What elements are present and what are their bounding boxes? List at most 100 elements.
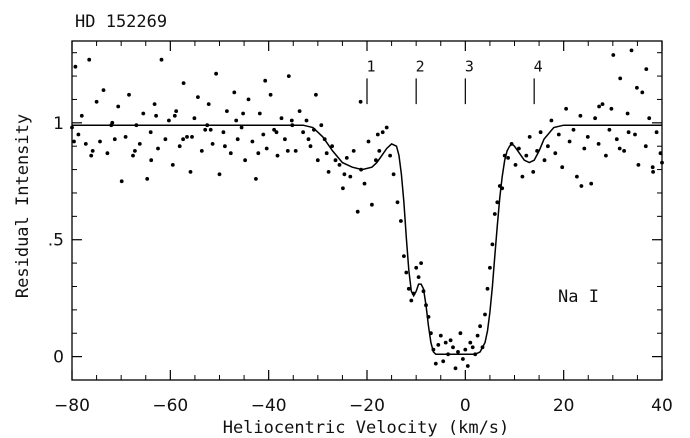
data-point	[419, 261, 423, 265]
data-point	[531, 170, 536, 174]
data-point	[483, 312, 487, 317]
data-point	[286, 74, 291, 78]
data-point	[513, 163, 518, 167]
data-point	[485, 286, 490, 291]
data-point	[119, 179, 124, 184]
data-point	[324, 151, 329, 156]
data-point	[351, 149, 356, 153]
data-point	[181, 81, 186, 85]
data-point	[633, 132, 637, 137]
data-point	[524, 153, 529, 158]
data-point	[622, 149, 626, 153]
data-point	[210, 142, 215, 146]
data-point	[243, 158, 248, 163]
data-point	[478, 324, 482, 329]
data-point	[123, 135, 128, 139]
data-point	[416, 275, 421, 279]
data-point	[196, 95, 200, 99]
data-point	[306, 137, 311, 142]
data-point	[470, 345, 475, 350]
data-point	[214, 71, 219, 76]
x-tick-label: −80	[54, 396, 90, 416]
x-tick-label: 0	[460, 396, 471, 416]
data-point	[391, 172, 396, 177]
data-point	[159, 57, 164, 62]
data-point	[651, 170, 655, 174]
component-markers: 1 2 3 4	[366, 57, 543, 105]
data-point	[441, 359, 446, 364]
x-tick-label: −40	[251, 396, 287, 416]
data-point	[596, 142, 601, 146]
data-point	[217, 172, 222, 177]
data-point	[600, 102, 605, 106]
data-point	[148, 130, 153, 135]
data-point	[293, 149, 298, 153]
data-point	[112, 137, 117, 142]
data-point	[199, 149, 204, 153]
data-point	[333, 158, 338, 163]
data-point	[116, 104, 121, 109]
data-point	[553, 151, 558, 156]
data-point	[604, 153, 608, 158]
data-point	[263, 78, 268, 83]
data-point	[228, 151, 233, 156]
data-point	[279, 116, 284, 121]
data-point	[618, 76, 623, 81]
plot-frame	[71, 40, 663, 381]
data-point	[456, 350, 460, 354]
data-point	[597, 104, 601, 109]
component-label-3: 3	[465, 57, 474, 75]
data-point	[89, 153, 94, 158]
data-point	[625, 111, 630, 116]
data-point	[475, 333, 480, 338]
data-point	[156, 146, 160, 151]
data-point	[636, 163, 641, 167]
data-point	[490, 242, 495, 247]
data-point	[461, 357, 465, 361]
data-point	[414, 265, 419, 270]
data-point	[375, 132, 380, 137]
y-tick-label: 0	[53, 348, 64, 368]
data-point	[556, 132, 561, 137]
data-point	[289, 118, 294, 123]
data-point	[73, 64, 78, 69]
data-point	[274, 130, 279, 135]
data-point	[341, 186, 345, 191]
data-point	[542, 158, 547, 163]
data-point	[256, 151, 261, 156]
data-point	[154, 113, 159, 118]
data-point	[344, 156, 349, 160]
data-point	[145, 177, 150, 181]
annotation-na-i: Na I	[558, 287, 599, 307]
data-point	[348, 174, 353, 179]
y-tick-label: 1	[53, 114, 64, 134]
data-point	[105, 151, 110, 156]
data-point	[250, 139, 255, 144]
data-point	[285, 149, 290, 153]
data-point	[94, 99, 99, 104]
data-point	[315, 158, 320, 163]
fit-line	[72, 124, 662, 356]
data-point	[495, 200, 500, 205]
data-point	[654, 130, 659, 135]
data-point	[308, 144, 313, 149]
data-point	[538, 130, 543, 135]
data-point	[402, 254, 406, 258]
data-point	[409, 298, 414, 303]
data-point	[647, 116, 652, 121]
data-point	[468, 340, 473, 345]
data-point	[546, 144, 550, 149]
data-point	[297, 109, 302, 113]
data-point	[152, 102, 157, 106]
data-point	[458, 331, 463, 336]
x-axis-label: Heliocentric Velocity (km/s)	[223, 418, 510, 438]
axis-ticks: −80 −60 −40 −20 0 20 40 0 .5 1	[48, 41, 673, 416]
data-point	[83, 142, 88, 146]
data-point	[644, 67, 649, 71]
data-point	[395, 200, 400, 205]
data-point	[87, 57, 92, 62]
data-point	[319, 123, 324, 128]
data-point	[208, 127, 213, 132]
data-point	[617, 146, 622, 151]
